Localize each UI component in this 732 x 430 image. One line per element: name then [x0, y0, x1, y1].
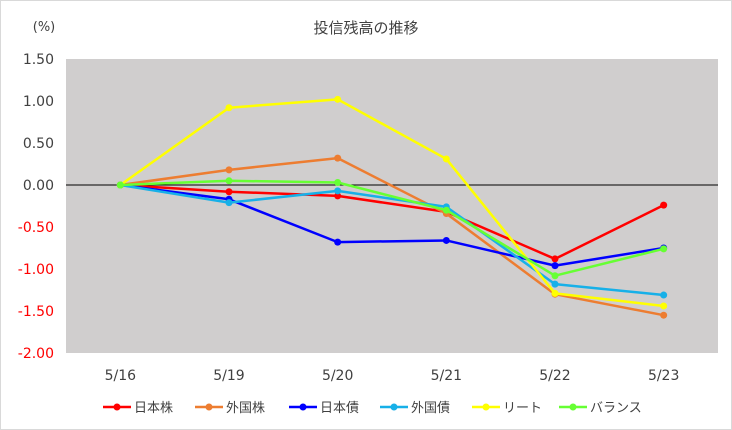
- legend-label: 外国債: [411, 401, 450, 416]
- data-point: [660, 291, 668, 299]
- legend-item: バランス: [559, 401, 642, 416]
- y-axis-ticks: 1.50 1.00 0.50 0.00 -0.50 -1.00 -1.50 -2.00: [18, 52, 54, 362]
- x-tick-label: 5/16: [105, 368, 137, 384]
- data-point: [442, 206, 450, 214]
- data-point: [551, 262, 559, 270]
- legend-label: リート: [503, 401, 542, 416]
- legend-label: 日本株: [134, 401, 173, 416]
- y-tick-label: 0.00: [23, 178, 54, 194]
- data-point: [225, 104, 233, 112]
- x-tick-label: 5/20: [322, 368, 353, 384]
- data-point: [116, 181, 124, 189]
- y-tick-label: 0.50: [23, 136, 54, 152]
- data-point: [334, 187, 342, 195]
- legend: 日本株 外国株 日本債 外国債 リート バランス: [103, 401, 642, 416]
- legend-marker: [205, 403, 213, 411]
- data-point: [660, 245, 668, 253]
- data-point: [551, 272, 559, 280]
- series-6: [116, 177, 668, 280]
- legend-item: 外国債: [380, 401, 450, 416]
- x-tick-label: 5/21: [431, 368, 462, 384]
- x-tick-label: 5/23: [648, 368, 679, 384]
- legend-marker: [482, 403, 490, 411]
- data-point: [225, 188, 233, 196]
- data-point: [225, 166, 233, 174]
- series-layer: [116, 95, 668, 319]
- y-tick-label: -1.00: [18, 262, 54, 278]
- y-tick-label: 1.50: [23, 52, 54, 68]
- data-point: [334, 178, 342, 186]
- legend-marker: [390, 403, 398, 411]
- y-tick-label: -2.00: [18, 346, 54, 362]
- y-axis-unit-label: (%): [33, 20, 56, 35]
- data-point: [225, 177, 233, 185]
- legend-marker: [569, 403, 577, 411]
- legend-label: 日本債: [320, 401, 359, 416]
- legend-marker: [299, 403, 307, 411]
- data-point: [660, 201, 668, 209]
- data-point: [334, 192, 342, 200]
- y-tick-label: -0.50: [18, 220, 54, 236]
- y-tick-label: 1.00: [23, 94, 54, 110]
- legend-label: バランス: [590, 401, 642, 416]
- legend-item: リート: [472, 401, 542, 416]
- legend-item: 日本債: [289, 401, 359, 416]
- data-point: [551, 255, 559, 263]
- series-line: [120, 183, 664, 297]
- legend-item: 外国株: [195, 401, 265, 416]
- series-line: [120, 156, 664, 317]
- legend-label: 外国株: [226, 401, 265, 416]
- x-tick-label: 5/19: [213, 368, 244, 384]
- series-line: [120, 183, 664, 267]
- data-point: [660, 302, 668, 310]
- series-line: [120, 179, 664, 277]
- data-point: [442, 155, 450, 163]
- plot-area: [66, 59, 718, 353]
- data-point: [660, 311, 668, 319]
- x-tick-label: 5/22: [539, 368, 570, 384]
- data-point: [442, 236, 450, 244]
- chart-title: 投信残高の推移: [313, 19, 418, 37]
- y-tick-label: -1.50: [18, 304, 54, 320]
- legend-marker: [113, 403, 121, 411]
- series-line: [119, 98, 664, 308]
- series-line: [120, 183, 665, 261]
- data-point: [225, 199, 233, 207]
- data-point: [551, 289, 559, 297]
- data-point: [334, 95, 342, 103]
- data-point: [551, 280, 559, 288]
- data-point: [334, 238, 342, 246]
- x-axis-ticks: 5/16 5/19 5/20 5/21 5/22 5/23: [105, 368, 680, 384]
- data-point: [334, 154, 342, 162]
- legend-item: 日本株: [103, 401, 173, 416]
